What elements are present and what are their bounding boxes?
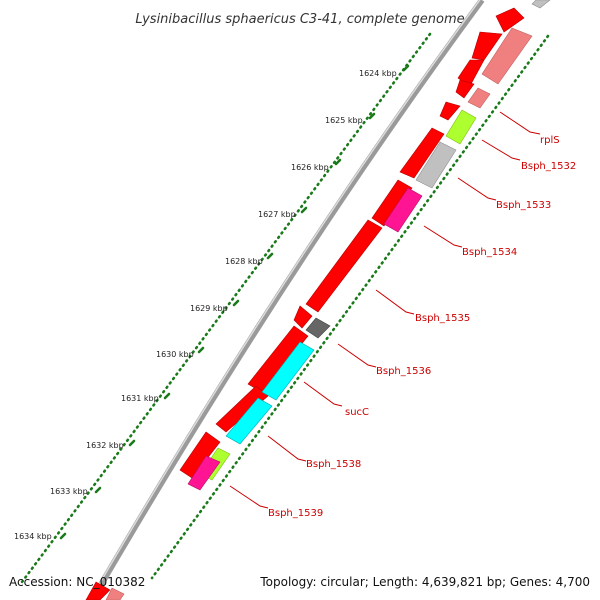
gene-label-bsph-1534[interactable]: Bsph_1534 <box>462 247 517 258</box>
ruler-label: 1632 kbp <box>86 441 124 450</box>
ruler-dots <box>20 32 550 584</box>
leader-line <box>375 289 415 315</box>
gene-feature[interactable] <box>293 305 313 329</box>
ruler-tick <box>232 299 240 307</box>
ruler-tick <box>266 252 274 260</box>
leader-line <box>267 435 307 462</box>
gene-feature[interactable] <box>481 27 533 85</box>
gene-feature[interactable] <box>445 109 477 145</box>
topology-text: Topology: circular; Length: 4,639,821 bp… <box>259 575 590 589</box>
leader-line <box>457 177 497 201</box>
ruler-label: 1627 kbp <box>258 210 296 219</box>
ruler-tick <box>300 206 308 214</box>
ruler-tick <box>163 392 171 400</box>
gene-feature[interactable] <box>467 87 491 109</box>
gene-feature[interactable] <box>85 581 111 600</box>
ruler-label: 1625 kbp <box>325 116 363 125</box>
leader-line <box>499 111 541 135</box>
gene-feature[interactable] <box>261 341 315 401</box>
gene-feature[interactable] <box>225 397 273 445</box>
gene-feature[interactable] <box>187 455 221 491</box>
reverse-strand-features <box>105 0 551 600</box>
gene-feature[interactable] <box>531 0 551 9</box>
ruler-tick <box>402 64 410 72</box>
ruler-label: 1628 kbp <box>225 257 263 266</box>
ruler-tick <box>59 532 67 540</box>
gene-feature[interactable] <box>439 101 461 121</box>
genome-backbone-highlight <box>89 0 481 600</box>
gene-labels: rplS Bsph_1532 Bsph_1533 Bsph_1534 Bsph_… <box>268 135 576 519</box>
leader-line <box>423 225 463 248</box>
ruler-labels: 1624 kbp 1625 kbp 1626 kbp 1627 kbp 1628… <box>14 69 397 541</box>
ruler-label: 1624 kbp <box>359 69 397 78</box>
ruler-label: 1633 kbp <box>50 487 88 496</box>
gene-feature[interactable] <box>305 317 331 339</box>
forward-strand-features <box>85 7 525 600</box>
gene-feature[interactable] <box>399 127 445 179</box>
ruler-label: 1631 kbp <box>121 394 159 403</box>
leader-line <box>481 139 521 161</box>
gene-label-bsph-1533[interactable]: Bsph_1533 <box>496 200 551 211</box>
leader-line <box>229 485 269 509</box>
gene-label-sucC[interactable]: sucC <box>345 407 369 418</box>
ruler-tick <box>94 486 102 494</box>
gene-label-bsph-1532[interactable]: Bsph_1532 <box>521 161 576 172</box>
ruler-dots-inner <box>150 34 550 580</box>
label-leaders <box>229 111 541 509</box>
gene-label-bsph-1535[interactable]: Bsph_1535 <box>415 313 470 324</box>
gene-label-bsph-1536[interactable]: Bsph_1536 <box>376 366 431 377</box>
ruler-label: 1634 kbp <box>14 532 52 541</box>
gene-feature[interactable] <box>305 219 383 313</box>
leader-line <box>337 343 377 368</box>
leader-line <box>303 381 343 407</box>
ruler-label: 1630 kbp <box>156 350 194 359</box>
ruler-dots-outer <box>20 32 432 584</box>
ruler-tick <box>334 158 342 166</box>
gene-feature[interactable] <box>371 179 413 227</box>
ruler-ticks <box>59 64 410 540</box>
genome-backbone <box>89 0 485 600</box>
map-title: Lysinibacillus sphaericus C3-41, complet… <box>135 12 464 27</box>
ruler-label: 1629 kbp <box>190 304 228 313</box>
gene-feature[interactable] <box>105 587 125 600</box>
ruler-tick <box>368 112 376 120</box>
ruler-tick <box>197 346 205 354</box>
gene-label-bsph-1539[interactable]: Bsph_1539 <box>268 508 323 519</box>
ruler-tick <box>128 439 136 447</box>
gene-feature[interactable] <box>495 7 525 33</box>
ruler-label: 1626 kbp <box>291 163 329 172</box>
gene-feature[interactable] <box>455 79 475 99</box>
gene-label-rplS[interactable]: rplS <box>540 135 560 146</box>
accession-text: Accession: NC_010382 <box>9 575 145 589</box>
gene-feature[interactable] <box>383 187 423 233</box>
gene-label-bsph-1538[interactable]: Bsph_1538 <box>306 459 361 470</box>
gene-feature[interactable] <box>415 141 457 189</box>
